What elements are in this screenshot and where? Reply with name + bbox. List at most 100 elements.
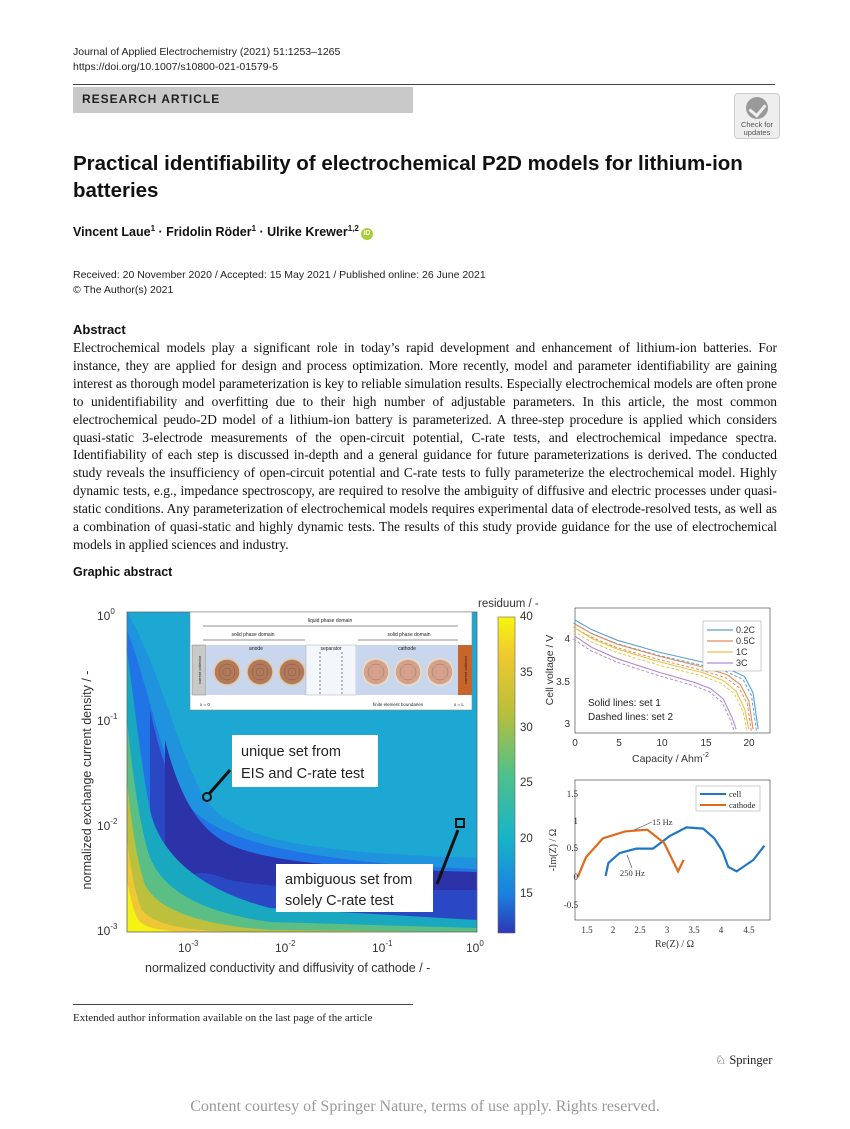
- publication-dates: Received: 20 November 2020 / Accepted: 1…: [73, 268, 486, 298]
- author-affiliation: 1: [150, 224, 156, 233]
- x-tick-label: 10-3: [178, 939, 199, 955]
- xL-label: x = L: [454, 702, 464, 707]
- colorbar-tick: 15: [520, 888, 533, 900]
- eis-legend: [695, 785, 761, 812]
- colorbar-tick: 25: [520, 777, 533, 789]
- colorbar-tick: 30: [520, 722, 533, 734]
- heatmap-y-ticks: 100 10-1 10-2 10-3: [97, 607, 118, 938]
- y-tick-label: 10-3: [97, 922, 118, 938]
- eis-x-tick: 4.5: [743, 925, 755, 935]
- crate-plot: 4 3.5 3 0 5 10 15 20 Capacity / Ahm-2 Ce…: [544, 607, 771, 765]
- crate-legend-label: 0.5C: [736, 636, 756, 646]
- footnote: Extended author information available on…: [73, 1012, 373, 1024]
- publisher-name: Springer: [729, 1053, 773, 1067]
- crate-x-tick: 10: [656, 738, 668, 749]
- author-affiliation: 1: [251, 224, 257, 233]
- callout-ambiguous-line2: solely C-rate test: [285, 893, 394, 909]
- separator-region: [305, 644, 357, 696]
- eis-ylabel: -Im(Z) / Ω: [548, 829, 559, 871]
- eis-y-tick: 1: [574, 816, 579, 826]
- copyright: © The Author(s) 2021: [73, 284, 174, 296]
- orcid-icon[interactable]: iD: [360, 228, 373, 241]
- crate-ylabel: Cell voltage / V: [544, 635, 556, 706]
- series-line-0.5C: [574, 623, 754, 730]
- heatmap-xlabel: normalized conductivity and diffusivity …: [145, 961, 430, 975]
- crate-x-tick: 20: [743, 738, 755, 749]
- author-name[interactable]: Fridolin Röder: [166, 225, 252, 240]
- eis-x-tick: 2: [611, 925, 616, 935]
- anode-label: anode: [249, 646, 263, 652]
- check-for-updates-badge[interactable]: Check for updates: [734, 93, 780, 139]
- eis-annotation-15hz: 15 Hz: [652, 817, 673, 827]
- cathode-particles: [362, 658, 454, 686]
- eis-annotation-250hz: 250 Hz: [620, 868, 645, 878]
- article-type-bar: [73, 87, 413, 113]
- crate-note-solid: Solid lines: set 1: [588, 698, 661, 709]
- x-tick-label: 10-2: [275, 939, 296, 955]
- abstract-text: Electrochemical models play a significan…: [73, 340, 777, 552]
- crate-x-tick: 15: [700, 738, 712, 749]
- solid-domain-left-label: solid phase domain: [231, 632, 274, 638]
- eis-x-tick: 3: [665, 925, 670, 935]
- crate-legend-label: 3C: [736, 658, 748, 668]
- colorbar-tick: 20: [520, 833, 533, 845]
- x-tick-label: 100: [466, 939, 484, 955]
- series-line-cell: [604, 826, 766, 877]
- series-line-3C: [574, 635, 737, 730]
- journal-citation: Journal of Applied Electrochemistry (202…: [73, 46, 341, 58]
- unique-set-marker: [202, 792, 212, 802]
- fe-boundaries-label: finite element boundaries: [373, 702, 424, 707]
- crate-xlabel-text: Capacity / Ahm: [632, 753, 703, 765]
- author-name[interactable]: Ulrike Krewer: [267, 225, 348, 240]
- author-affiliation: 1,2: [347, 224, 359, 233]
- crate-legend-label: 0.2C: [736, 625, 756, 635]
- crate-y-tick: 4: [564, 634, 570, 645]
- series-line-0.2C: [574, 619, 759, 730]
- crate-y-tick: 3.5: [556, 677, 570, 688]
- journal-info: Journal of Applied Electrochemistry (202…: [73, 45, 340, 75]
- doi-link[interactable]: https://doi.org/10.1007/s10800-021-01579…: [73, 61, 278, 73]
- cc-right-label: current collector: [463, 655, 468, 684]
- y-tick-label: 10-1: [97, 712, 118, 728]
- crate-xlabel: Capacity / Ahm-2: [632, 752, 709, 765]
- courtesy-notice: Content courtesy of Springer Nature, ter…: [190, 1098, 660, 1115]
- cathode-current-collector: [458, 645, 472, 695]
- article-title: Practical identifiability of electrochem…: [73, 152, 743, 202]
- y-tick-label: 10-2: [97, 817, 118, 833]
- eis-plot: 1.5 1 0.5 0 -0.5 1.5 2 2.5 3 3.5 4 4.5 R…: [548, 779, 771, 950]
- liquid-domain-label: liquid phase domain: [308, 618, 353, 624]
- callout-unique-box: [232, 735, 378, 787]
- graphic-abstract-heading: Graphic abstract: [73, 565, 173, 579]
- colorbar: [497, 616, 516, 934]
- eis-y-tick: 0.5: [567, 843, 579, 853]
- series-line-dashed-0.2C: [573, 622, 758, 733]
- eis-y-tick: 0: [574, 872, 579, 882]
- history-dates: Received: 20 November 2020 / Accepted: 1…: [73, 269, 486, 281]
- colorbar-ticks: 40 35 30 25 20 15: [520, 611, 533, 900]
- eis-x-tick: 2.5: [634, 925, 646, 935]
- heatmap-ylabel: normalized exchange current density / -: [80, 671, 94, 890]
- publisher-logo[interactable]: ♘ Springer: [715, 1052, 772, 1068]
- check-badge-label: Check for updates: [740, 120, 774, 137]
- series-line-dashed-1C: [573, 630, 748, 733]
- series-line-1C: [574, 627, 750, 730]
- footnote-divider: [73, 1004, 413, 1005]
- eis-x-tick: 4: [719, 925, 724, 935]
- callout-ambiguous-line1: ambiguous set from: [285, 872, 412, 888]
- ambiguous-set-marker: [455, 818, 465, 828]
- springer-horse-icon: ♘: [715, 1053, 730, 1067]
- colorbar-title: residuum / -: [478, 598, 539, 610]
- heatmap-x-ticks: 10-3 10-2 10-1 100: [178, 939, 484, 955]
- series-line-dashed-3C: [573, 638, 736, 733]
- separator-label: separator: [320, 646, 341, 652]
- check-icon: [746, 97, 768, 119]
- eis-x-tick: 1.5: [581, 925, 593, 935]
- anode-particles: [213, 658, 306, 686]
- author-list: Vincent Laue1 · Fridolin Röder1 · Ulrike…: [73, 224, 373, 241]
- crate-x-tick: 5: [616, 738, 622, 749]
- x-tick-label: 10-1: [372, 939, 393, 955]
- eis-xlabel: Re(Z) / Ω: [655, 939, 694, 950]
- graphic-abstract-figure: 100 10-1 10-2 10-3 10-3 10-2 10-1 100 no…: [80, 598, 771, 975]
- author-name[interactable]: Vincent Laue: [73, 225, 151, 240]
- crate-x-tick: 0: [572, 738, 578, 749]
